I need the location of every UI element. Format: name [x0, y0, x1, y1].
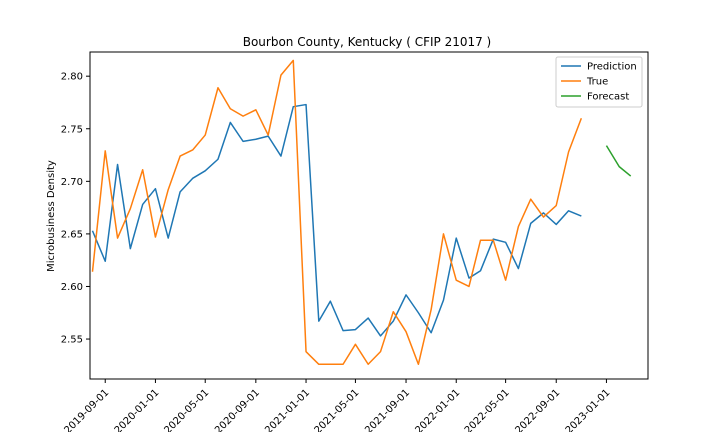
y-tick-label: 2.65: [61, 229, 83, 240]
x-tick-label: 2021-09-01: [363, 387, 412, 432]
y-tick-label: 2.60: [61, 282, 83, 293]
x-tick-label: 2021-05-01: [313, 387, 362, 432]
legend-box: [555, 56, 643, 108]
x-tick-label: 2022-01-01: [413, 387, 462, 432]
legend-label-forecast: Forecast: [587, 92, 629, 103]
legend-label-true: True: [586, 77, 608, 88]
series-line-prediction: [91, 103, 582, 337]
y-axis-ticks: 2.55 2.60 2.65 2.70 2.75 2.80: [61, 72, 90, 346]
x-tick-label: 2022-05-01: [463, 387, 512, 432]
plot-frame: [89, 51, 649, 380]
x-tick-label: 2021-01-01: [263, 387, 312, 432]
y-tick-label: 2.80: [61, 72, 83, 83]
y-tick-label: 2.75: [61, 124, 83, 135]
y-tick-label: 2.70: [61, 177, 83, 188]
x-tick-label: 2020-09-01: [213, 387, 262, 432]
legend: Prediction True Forecast: [555, 56, 643, 108]
x-tick-label: 2020-05-01: [162, 387, 211, 432]
y-axis-title: Microbusiness Density: [46, 160, 57, 272]
series-layer: [91, 59, 632, 366]
series-line-true: [91, 59, 583, 366]
x-tick-label: 2022-09-01: [513, 387, 562, 432]
x-axis-ticks: 2019-09-01 2020-01-01 2020-05-01 2020-09-01…: [62, 379, 613, 432]
series-line-forecast: [605, 145, 632, 177]
legend-label-prediction: Prediction: [587, 62, 637, 73]
x-tick-label: 2020-01-01: [113, 387, 162, 432]
x-tick-label: 2023-01-01: [564, 387, 613, 432]
x-tick-label: 2019-09-01: [62, 387, 111, 432]
y-tick-label: 2.55: [61, 335, 83, 346]
chart-title: Bourbon County, Kentucky ( CFIP 21017 ): [243, 35, 492, 49]
